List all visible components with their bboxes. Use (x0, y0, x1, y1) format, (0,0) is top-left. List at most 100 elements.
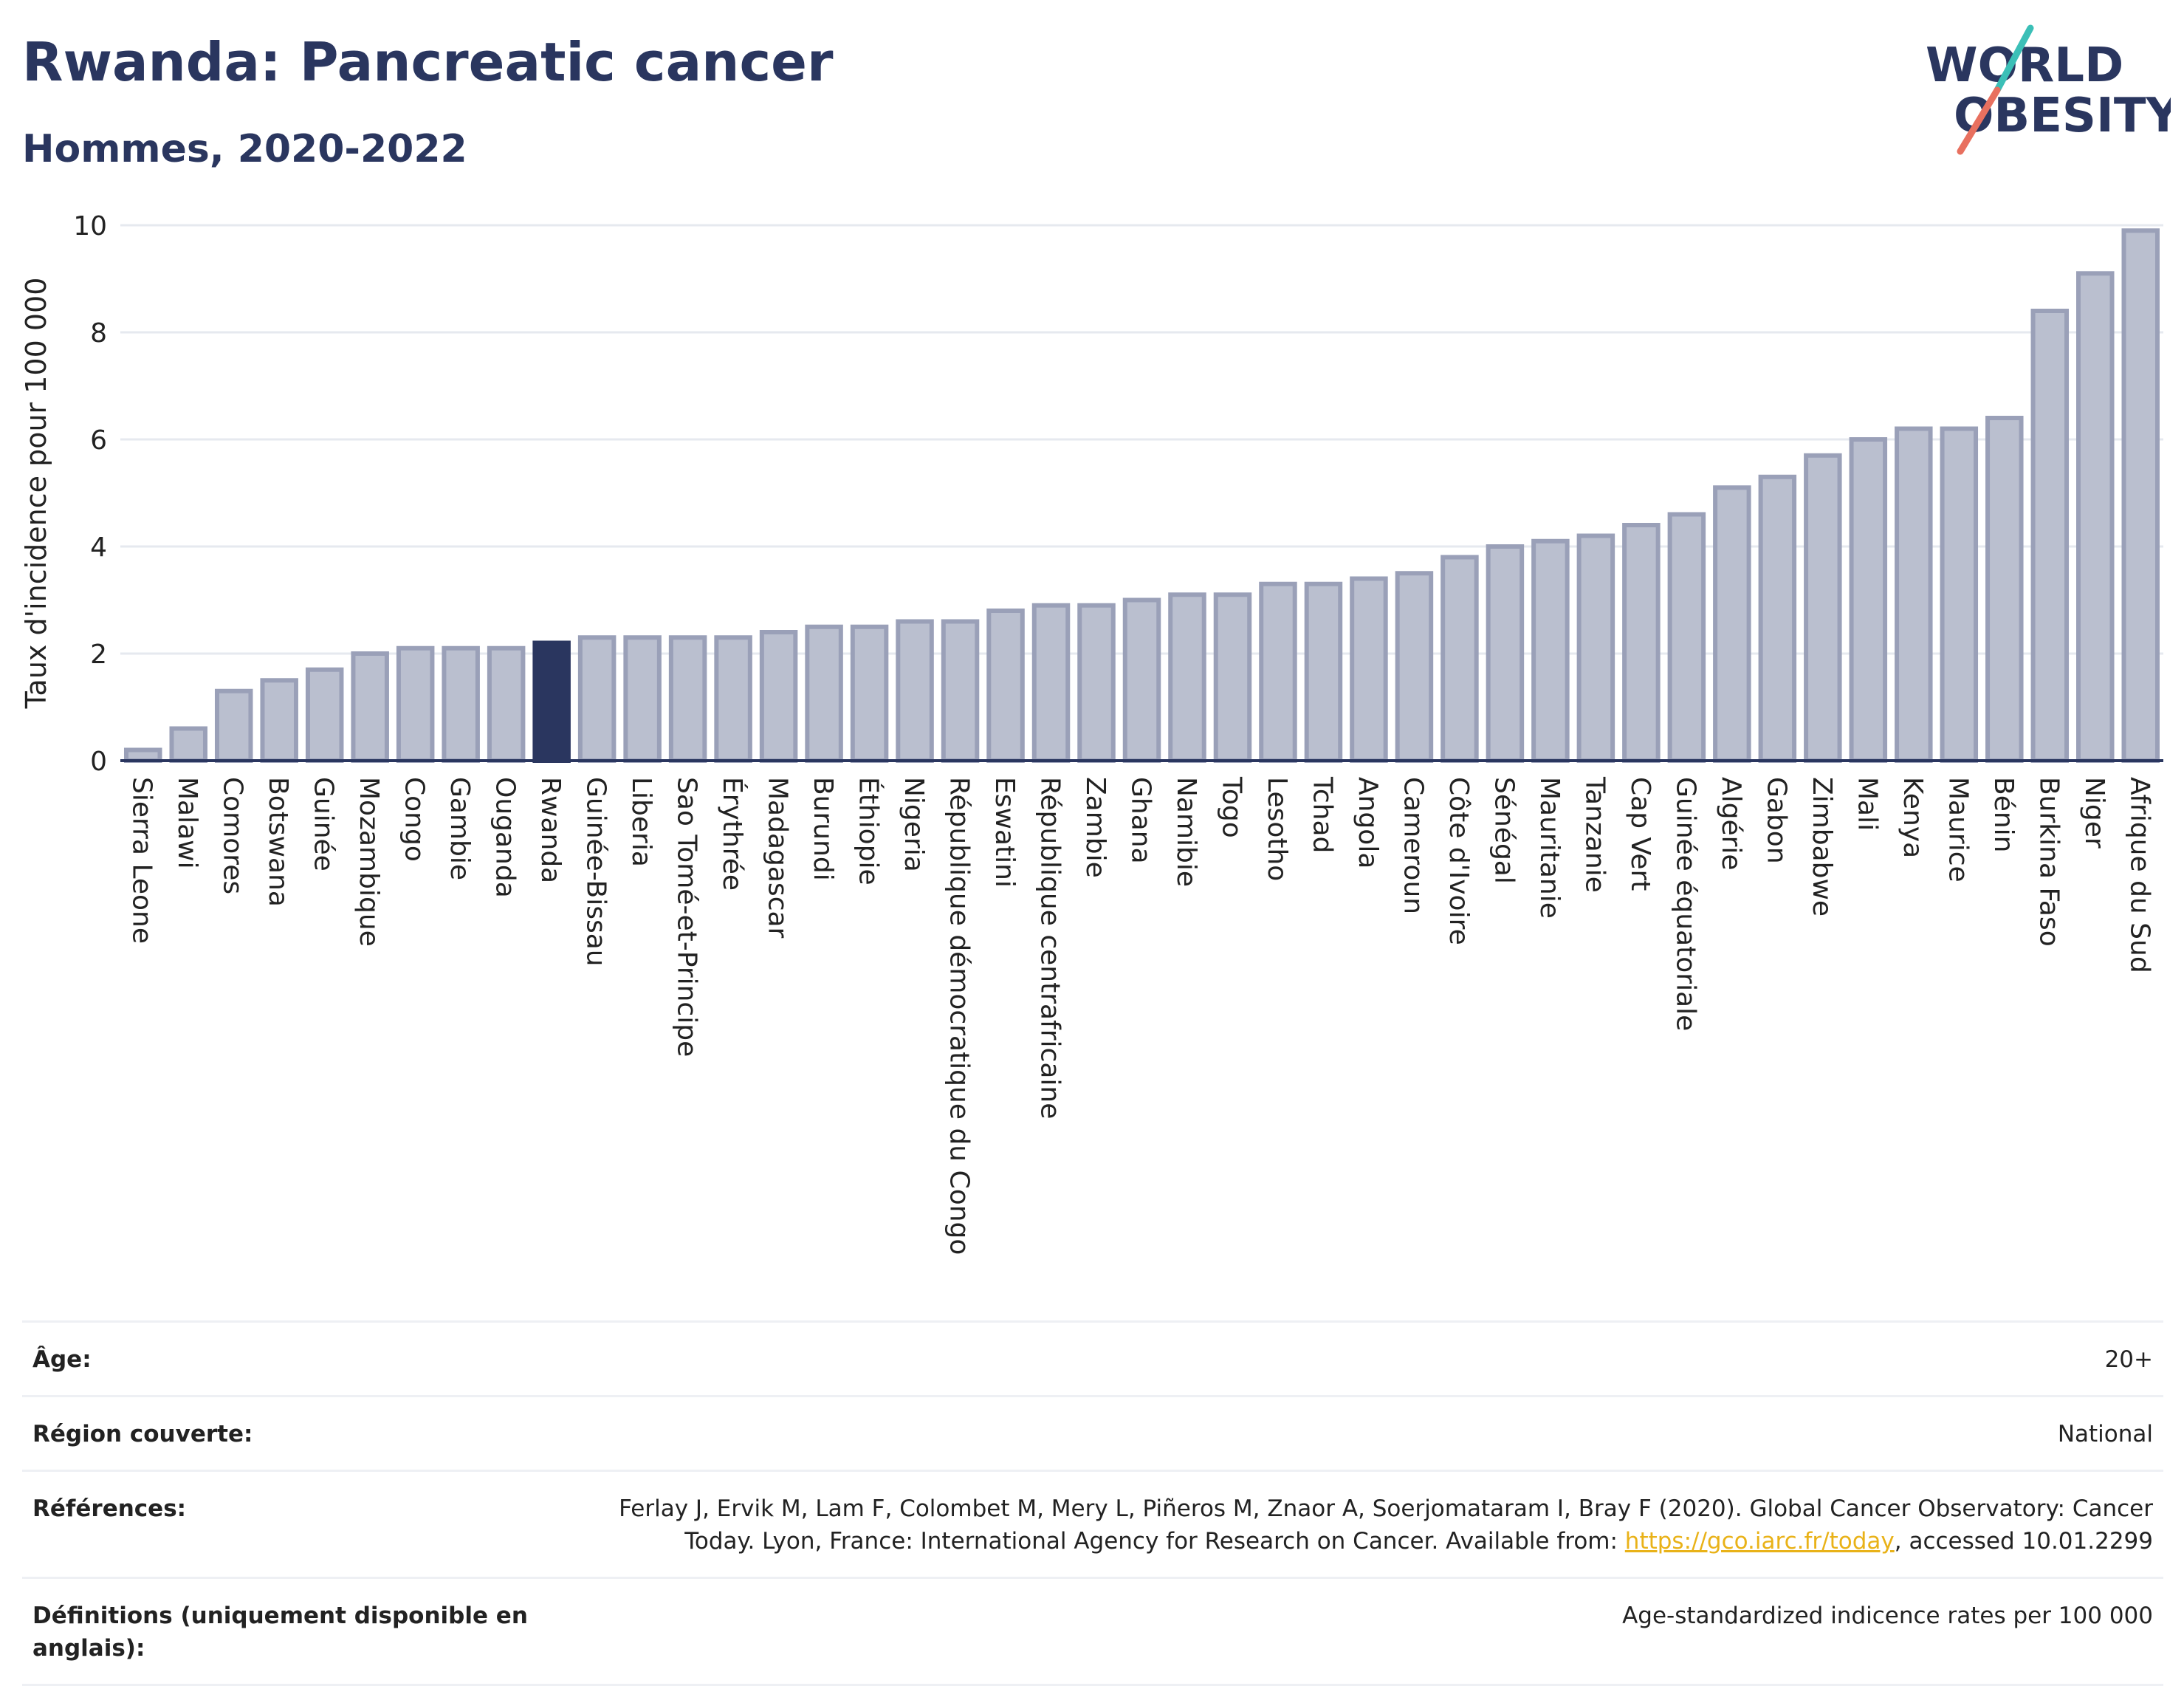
bar (1758, 474, 1797, 763)
world-obesity-logo: WORLD OBESITY (1926, 24, 2171, 155)
y-axis-ticks: 0 2 4 6 8 10 (73, 211, 107, 777)
bar (123, 747, 162, 763)
x-tick-label: Zambie (1080, 777, 1110, 878)
bar (759, 630, 798, 763)
x-tick-label: République centrafricaine (1035, 777, 1065, 1119)
bar (442, 645, 480, 763)
info-value-region: National (2057, 1421, 2153, 1447)
x-tick-label: Sao Tomé-et-Principe (672, 777, 702, 1057)
info-value-references: Ferlay J, Ervik M, Lam F, Colombet M, Me… (566, 1493, 2153, 1558)
bars (123, 228, 2160, 763)
info-row-references: Références: Ferlay J, Ervik M, Lam F, Co… (22, 1470, 2163, 1577)
y-tick-label: 8 (90, 318, 107, 349)
bar (2030, 309, 2070, 763)
x-tick-label: République démocratique du Congo (944, 777, 975, 1255)
bar (941, 619, 980, 763)
bar (668, 635, 707, 763)
x-tick-label: Guinée-Bissau (581, 777, 611, 967)
bar (850, 624, 889, 763)
bar (1031, 603, 1071, 763)
reference-link[interactable]: https://gco.iarc.fr/today (1624, 1528, 1895, 1555)
info-value-definitions: Age-standardized indicence rates per 100… (1622, 1603, 2153, 1629)
y-tick-label: 6 (90, 425, 107, 456)
y-tick-label: 2 (90, 640, 107, 670)
bar (260, 678, 298, 763)
bar (1895, 426, 1933, 763)
x-tick-label: Algérie (1716, 777, 1746, 871)
y-axis-title: Taux d'incidence pour 100 000 (20, 278, 52, 710)
x-tick-label: Éthiopie (854, 777, 885, 885)
x-tick-label: Madagascar (763, 777, 793, 939)
reference-accessed: , accessed 10.01.2299 (1894, 1528, 2153, 1555)
bar (805, 624, 843, 763)
bar (1576, 533, 1615, 763)
x-tick-label: Namibie (1171, 777, 1201, 887)
x-tick-label: Zimbabwe (1807, 777, 1837, 916)
bar (1122, 597, 1161, 763)
x-tick-label: Eswatini (989, 777, 1020, 888)
x-tick-label: Cameroun (1398, 777, 1428, 914)
x-tick-label: Malawi (172, 777, 202, 869)
bar (1077, 603, 1116, 763)
info-value-age: 20+ (2104, 1346, 2153, 1373)
x-tick-label: Tanzanie (1579, 776, 1610, 893)
x-tick-label: Nigeria (899, 777, 929, 872)
x-tick-label: Ouganda (490, 777, 521, 898)
x-tick-label: Sénégal (1488, 777, 1519, 884)
x-tick-label: Kenya (1898, 777, 1928, 858)
x-tick-label: Botswana (263, 777, 293, 907)
x-tick-label: Côte d'Ivoire (1443, 777, 1474, 945)
bar (1304, 581, 1343, 763)
x-tick-label: Lesotho (1262, 777, 1292, 881)
bar (986, 609, 1025, 763)
bar (1440, 555, 1479, 763)
info-row-region: Région couverte: National (22, 1395, 2163, 1470)
x-tick-label: Érythrée (717, 777, 748, 891)
x-tick-label: Sierra Leone (127, 777, 157, 944)
info-label-age: Âge: (32, 1346, 92, 1373)
bar (1667, 512, 1706, 763)
x-tick-label: Togo (1216, 776, 1246, 838)
bar (1259, 581, 1297, 763)
bar (351, 651, 389, 763)
x-tick-label: Rwanda (535, 777, 566, 883)
x-tick-label: Maurice (1943, 777, 1973, 883)
bar (896, 619, 934, 763)
x-axis-labels: Sierra Leone Malawi Comores Botswana Guinée M… (127, 776, 2155, 1255)
bar (1395, 571, 1434, 763)
bar (2121, 228, 2160, 763)
bar (1713, 485, 1751, 763)
bar (169, 726, 207, 763)
x-tick-label: Afrique du Sud (2124, 777, 2154, 973)
bar (1985, 416, 2024, 763)
bar (487, 645, 526, 763)
bar (714, 635, 752, 763)
bar (1622, 523, 1661, 763)
x-tick-label: Burundi (808, 777, 838, 881)
x-tick-label: Guinée (309, 777, 339, 871)
bar (1849, 437, 1888, 763)
info-table: Âge: 20+ Région couverte: National Référ… (22, 1320, 2163, 1686)
bar (1213, 592, 1252, 763)
bar (1168, 592, 1206, 763)
x-tick-label: Mali (1852, 777, 1882, 831)
x-tick-label: Cap Vert (1625, 777, 1655, 891)
logo-slash-coral-icon (1957, 86, 2001, 155)
bar (1940, 426, 1979, 763)
bar (623, 635, 662, 763)
x-tick-label: Liberia (626, 777, 656, 867)
bar (577, 635, 617, 763)
page-title: Rwanda: Pancreatic cancer (22, 31, 834, 93)
x-tick-label: Mauritanie (1534, 777, 1565, 919)
x-tick-label: Gabon (1761, 777, 1791, 864)
x-tick-label: Gambie (444, 777, 475, 880)
x-tick-label: Burkina Faso (2033, 777, 2064, 947)
info-row-definitions: Définitions (uniquement disponible en an… (22, 1577, 2163, 1686)
bar (305, 667, 344, 763)
y-tick-label: 0 (90, 747, 107, 777)
x-tick-label: Guinée équatoriale (1670, 777, 1700, 1031)
x-tick-label: Tchad (1307, 776, 1337, 853)
bar (1804, 453, 1842, 763)
bar (214, 688, 253, 763)
logo-slash-teal-icon (1994, 24, 2034, 94)
